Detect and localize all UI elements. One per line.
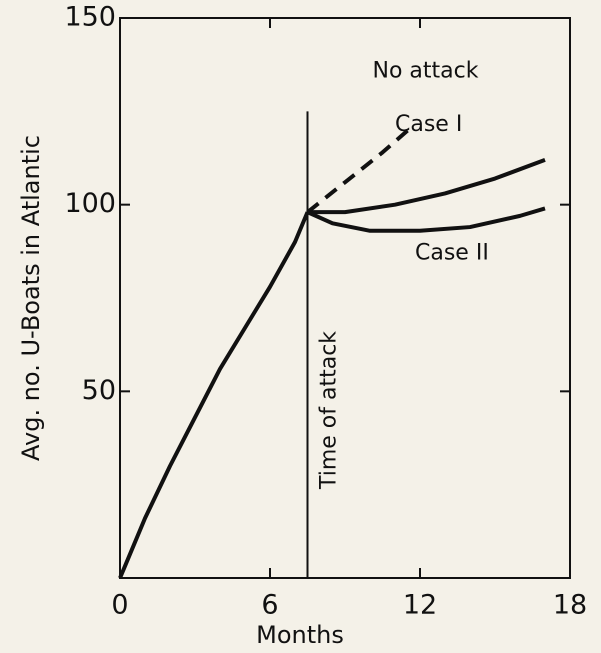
annotation: Time of attack — [317, 331, 342, 490]
series-line — [118, 211, 310, 579]
x-axis-label: Months — [256, 621, 344, 649]
y-axis-label: Avg. no. U-Boats in Atlantic — [17, 135, 45, 461]
x-tick-label: 0 — [111, 590, 128, 621]
series-line — [306, 206, 546, 233]
series-label: Case I — [395, 112, 462, 137]
x-tick-label: 18 — [553, 590, 587, 621]
x-tick-label: 6 — [261, 590, 278, 621]
y-tick-label: 100 — [64, 188, 116, 219]
plot-frame — [119, 17, 571, 579]
series-line — [306, 124, 414, 214]
series-label: No attack — [373, 58, 479, 83]
series-label: Case II — [415, 240, 489, 265]
x-tick-label: 12 — [403, 590, 437, 621]
series-line — [307, 157, 546, 215]
y-tick-label: 50 — [82, 375, 116, 406]
y-tick-label: 150 — [64, 2, 116, 33]
